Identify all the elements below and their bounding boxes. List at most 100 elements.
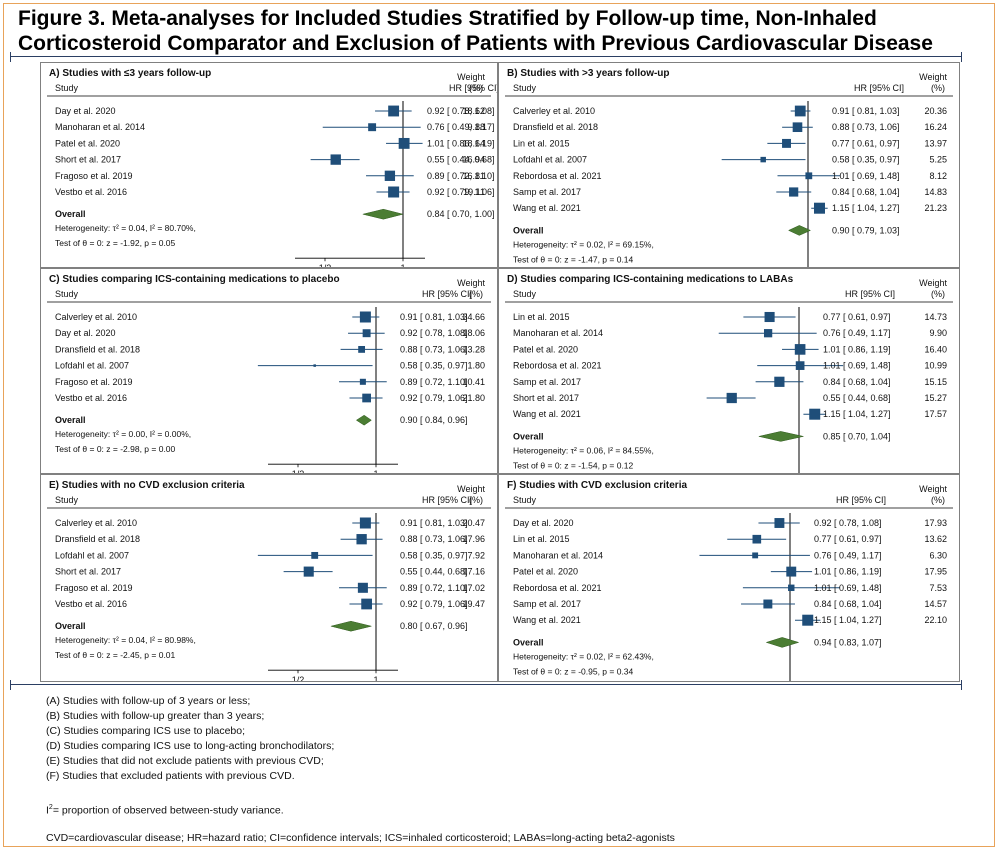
study-name: Samp et al. 2017 <box>513 187 581 197</box>
overall-label: Overall <box>55 415 86 425</box>
x-tick-label: 1/2 <box>292 675 305 681</box>
x-tick-label: 1 <box>400 263 405 267</box>
hr-ci-text: 0.77 [ 0.61, 0.97] <box>823 312 891 322</box>
study-name: Patel et al. 2020 <box>513 344 578 354</box>
x-tick-label: 1 <box>373 675 378 681</box>
hr-ci-text: 0.77 [ 0.61, 0.97] <box>814 534 882 544</box>
study-name: Calverley et al. 2010 <box>55 518 137 528</box>
hr-ci-text: 0.92 [ 0.79, 1.06] <box>427 187 495 197</box>
weight-value: 14.57 <box>924 599 947 609</box>
weight-value: 17.57 <box>924 409 947 419</box>
study-marker <box>398 137 410 149</box>
study-marker <box>330 154 341 165</box>
hr-header: HR [95% CI] <box>854 83 904 93</box>
study-marker <box>794 105 806 117</box>
weight-unit-header: (%) <box>931 289 945 299</box>
study-name: Rebordosa et al. 2021 <box>513 583 602 593</box>
hr-ci-text: 0.89 [ 0.72, 1.10] <box>400 377 468 387</box>
hr-ci-text: 0.92 [ 0.79, 1.06] <box>400 393 468 403</box>
study-marker <box>388 105 400 117</box>
forest-plot-svg: C) Studies comparing ICS-containing medi… <box>47 274 491 473</box>
weight-value: 19.47 <box>462 599 485 609</box>
study-marker <box>760 156 766 163</box>
study-name: Fragoso et al. 2019 <box>55 583 133 593</box>
study-marker <box>763 599 773 609</box>
study-name: Short et al. 2017 <box>55 567 121 577</box>
weight-value: 6.30 <box>929 550 947 560</box>
footnote-line: (D) Studies comparing ICS use to long-ac… <box>46 740 335 752</box>
i2-superscript: 2 <box>48 804 53 811</box>
study-name: Calverley et al. 2010 <box>55 312 137 322</box>
hr-ci-text: 0.76 [ 0.49, 1.17] <box>823 328 891 338</box>
forest-panel-d: D) Studies comparing ICS-containing medi… <box>498 268 960 474</box>
overall-label: Overall <box>513 431 544 441</box>
study-name: Rebordosa et al. 2021 <box>513 361 602 371</box>
study-marker <box>388 186 400 198</box>
bottom-rule <box>10 684 962 685</box>
weight-value: 10.99 <box>924 361 947 371</box>
test-text: Test of θ = 0: z = -2.98, p = 0.00 <box>55 444 176 454</box>
overall-hr-text: 0.84 [ 0.70, 1.00] <box>427 209 495 219</box>
test-text: Test of θ = 0: z = -1.54, p = 0.12 <box>513 460 634 470</box>
hr-ci-text: 0.92 [ 0.79, 1.06] <box>400 599 468 609</box>
weight-value: 16.24 <box>924 122 947 132</box>
footnote-line: (E) Studies that did not exclude patient… <box>46 755 324 767</box>
weight-value: 21.23 <box>924 203 947 213</box>
test-text: Test of θ = 0: z = -2.45, p = 0.01 <box>55 650 176 660</box>
weight-value: 17.16 <box>462 567 485 577</box>
weight-unit-header: (%) <box>469 83 483 93</box>
hr-ci-text: 0.76 [ 0.49, 1.17] <box>814 550 882 560</box>
footnote-line: (C) Studies comparing ICS use to placebo… <box>46 725 246 737</box>
study-marker <box>763 329 773 338</box>
panel-title: D) Studies comparing ICS-containing medi… <box>507 274 794 285</box>
hr-ci-text: 0.88 [ 0.73, 1.06] <box>832 122 900 132</box>
study-name: Samp et al. 2017 <box>513 599 581 609</box>
study-header: Study <box>55 495 79 505</box>
hr-header: HR [95% CI] <box>836 495 886 505</box>
hr-ci-text: 1.01 [ 0.69, 1.48] <box>832 171 900 181</box>
study-marker <box>359 311 371 323</box>
heterogeneity-text: Heterogeneity: τ² = 0.02, I² = 69.15%, <box>513 239 654 249</box>
overall-diamond <box>330 620 372 632</box>
hr-ci-text: 0.91 [ 0.81, 1.03] <box>832 106 900 116</box>
forest-panel-a: A) Studies with ≤3 years follow-up Weight… <box>40 62 498 268</box>
weight-value: 22.10 <box>924 615 947 625</box>
weight-value: 14.83 <box>924 187 947 197</box>
weight-header: Weight <box>919 72 947 82</box>
x-tick-label: 1 <box>373 469 378 473</box>
study-marker <box>795 361 805 370</box>
study-marker <box>362 393 371 403</box>
study-marker <box>303 566 314 577</box>
weight-header: Weight <box>919 484 947 494</box>
study-name: Fragoso et al. 2019 <box>55 171 133 181</box>
hr-ci-text: 1.15 [ 1.04, 1.27] <box>832 203 900 213</box>
footnotes: (A) Studies with follow-up of 3 years or… <box>46 694 966 846</box>
hr-ci-text: 0.91 [ 0.81, 1.03] <box>400 518 468 528</box>
study-marker <box>792 122 803 133</box>
panel-title: B) Studies with >3 years follow-up <box>507 68 670 79</box>
weight-value: 14.73 <box>924 312 947 322</box>
panel-title: A) Studies with ≤3 years follow-up <box>49 68 211 79</box>
weight-value: 34.66 <box>462 312 485 322</box>
forest-panel-b: B) Studies with >3 years follow-up Weight… <box>498 62 960 268</box>
forest-plot-svg: A) Studies with ≤3 years follow-up Weight… <box>47 68 497 267</box>
hr-ci-text: 0.84 [ 0.68, 1.04] <box>814 599 882 609</box>
weight-value: 9.90 <box>929 328 947 338</box>
title-rule-cap-right <box>961 52 962 62</box>
hr-ci-text: 0.76 [ 0.49, 1.17] <box>427 122 495 132</box>
weight-unit-header: (%) <box>931 495 945 505</box>
overall-hr-text: 0.90 [ 0.79, 1.03] <box>832 225 900 235</box>
study-marker <box>774 376 785 387</box>
hr-ci-text: 1.15 [ 1.04, 1.27] <box>823 409 891 419</box>
overall-hr-text: 0.85 [ 0.70, 1.04] <box>823 431 891 441</box>
overall-hr-text: 0.80 [ 0.67, 0.96] <box>400 621 468 631</box>
study-name: Lofdahl et al. 2007 <box>55 361 129 371</box>
hr-ci-text: 0.58 [ 0.35, 0.97] <box>400 361 468 371</box>
hr-ci-text: 1.15 [ 1.04, 1.27] <box>814 615 882 625</box>
study-name: Manoharan et al. 2014 <box>513 550 603 560</box>
overall-label: Overall <box>55 621 86 631</box>
weight-value: 15.27 <box>924 393 947 403</box>
study-marker <box>361 598 372 610</box>
hr-ci-text: 0.84 [ 0.68, 1.04] <box>832 187 900 197</box>
